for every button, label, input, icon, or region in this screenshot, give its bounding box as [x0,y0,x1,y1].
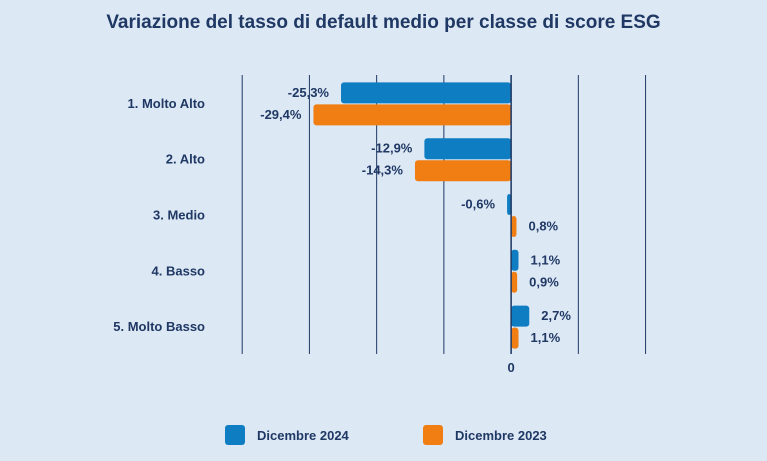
chart-title: Variazione del tasso di default medio pe… [106,12,661,33]
chart-legend: Dicembre 2024 Dicembre 2023 [0,425,767,449]
category-label-1: 2. Alto [166,152,205,167]
legend-label-series-1: Dicembre 2024 [257,427,349,443]
legend-label-series-2: Dicembre 2023 [455,427,547,443]
bar-s1-c1 [341,82,512,104]
bar-s2-c5 [511,327,519,349]
bar-s2-c2 [414,160,512,182]
data-label-s2-c4: 0,9% [529,274,559,289]
data-label-s1-c1: -25,3% [288,85,330,100]
legend-swatch-series-2 [423,425,443,445]
bar-s1-c5 [511,305,530,327]
bar-s1-c4 [511,249,519,271]
data-label-s2-c1: -29,4% [260,107,302,122]
data-label-s1-c4: 1,1% [531,252,561,267]
bar-s2-c4 [511,271,518,293]
bar-s1-c2 [424,138,512,160]
category-label-3: 4. Basso [152,263,206,278]
legend-item-series-1: Dicembre 2024 [225,425,349,445]
data-label-s1-c5: 2,7% [541,308,571,323]
data-label-s1-c3: -0,6% [461,197,495,212]
category-label-4: 5. Molto Basso [113,319,205,334]
data-label-s1-c2: -12,9% [371,141,413,156]
data-label-s2-c3: 0,8% [528,219,558,234]
bar-s1-c3 [507,194,512,215]
bar-s2-c1 [313,104,512,126]
data-label-s2-c2: -14,3% [362,163,404,178]
category-label-2: 3. Medio [153,208,205,223]
bar-s2-c3 [511,216,517,237]
legend-item-series-2: Dicembre 2023 [423,425,547,445]
x-tick-label-0: 0 [507,360,514,375]
category-label-0: 1. Molto Alto [127,96,205,111]
legend-swatch-series-1 [225,425,245,445]
data-label-s2-c5: 1,1% [531,330,561,345]
